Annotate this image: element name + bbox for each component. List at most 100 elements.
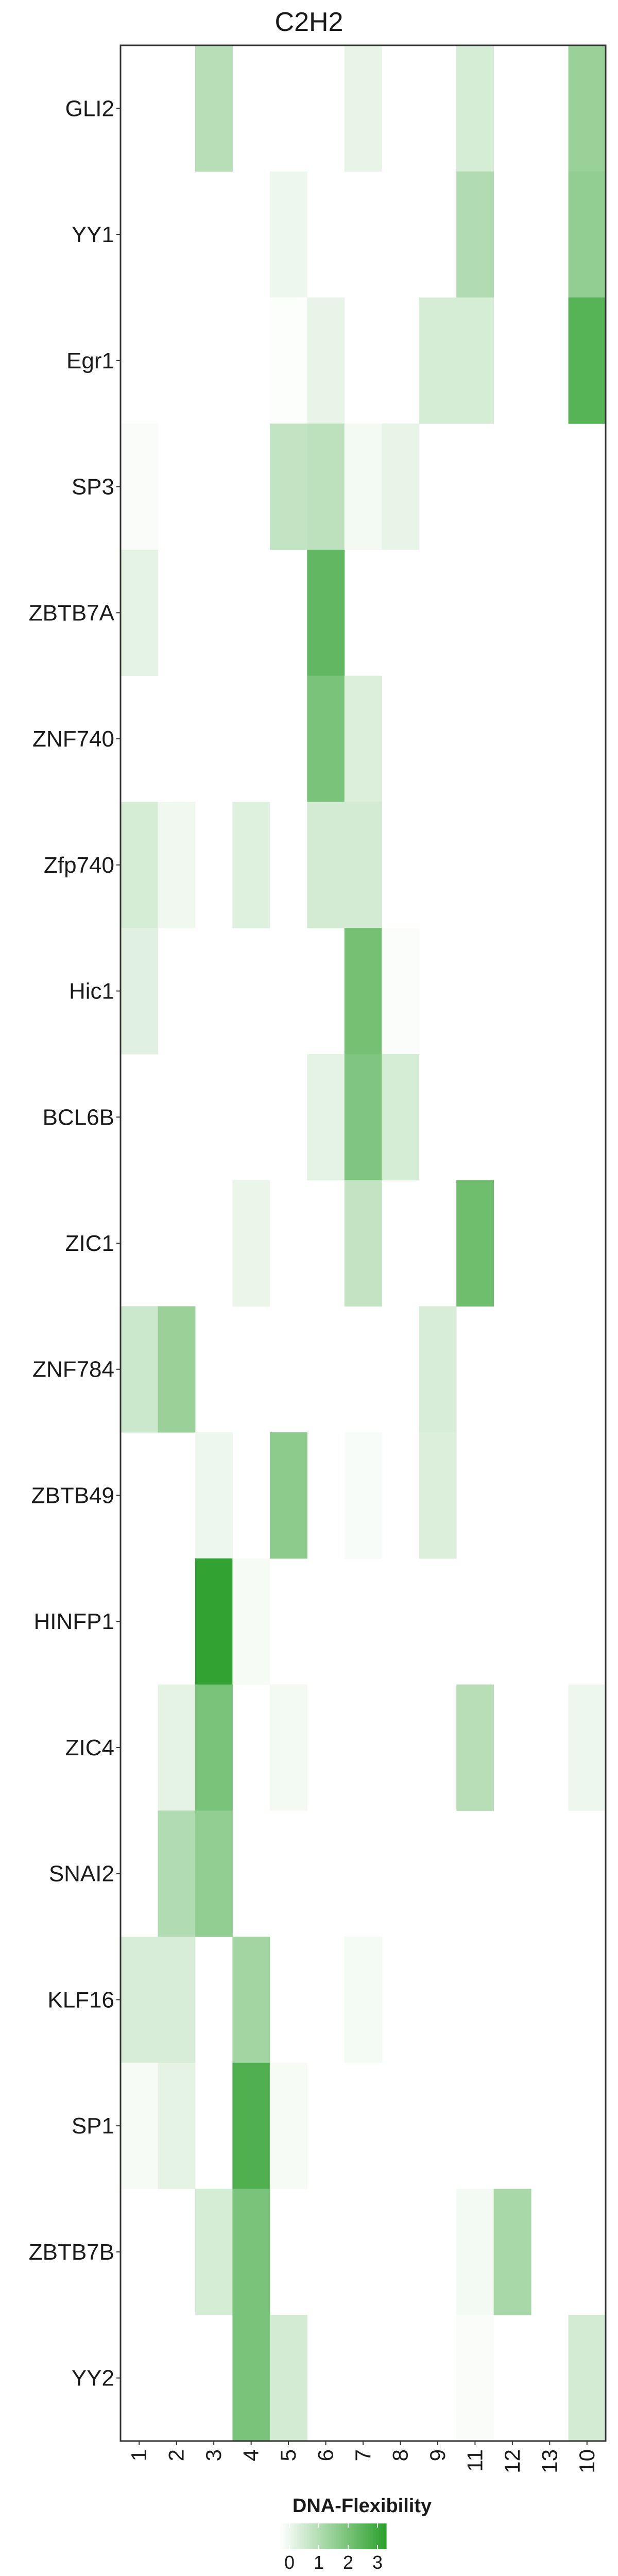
legend-swatch — [381, 2523, 384, 2549]
legend-swatch — [317, 2523, 321, 2549]
legend-swatch — [354, 2523, 358, 2549]
heatmap-cell-gli2-7 — [344, 45, 382, 172]
heatmap-cell-zic4-3 — [195, 1684, 233, 1811]
legend-swatch — [378, 2523, 382, 2549]
legend-swatch — [328, 2523, 331, 2549]
heatmap-cell-znf740-6 — [307, 675, 345, 802]
heatmap-cell-sp3-8 — [382, 423, 420, 550]
heatmap-cell-klf16-1 — [121, 1937, 158, 2063]
legend-swatch — [307, 2523, 310, 2549]
row-label: KLF16 — [47, 1987, 114, 2012]
legend-swatch — [291, 2523, 295, 2549]
heatmap-cell-klf16-2 — [158, 1937, 196, 2063]
heatmap-cell-zbtb7b-3 — [195, 2189, 233, 2315]
legend-tick-label: 0 — [284, 2552, 295, 2573]
heatmap-cell-egr1-6 — [307, 297, 345, 424]
row-label: ZIC1 — [65, 1231, 114, 1256]
row-label: YY2 — [72, 2366, 114, 2391]
legend-swatch — [365, 2523, 368, 2549]
column-label: 10 — [575, 2449, 599, 2473]
heatmap-cell-zic1-11 — [456, 1180, 494, 1307]
column-label: 11 — [462, 2449, 487, 2472]
legend-swatch — [302, 2523, 305, 2549]
legend-swatch — [347, 2523, 350, 2549]
heatmap-cell-gli2-11 — [456, 45, 494, 172]
heatmap-cell-yy2-5 — [269, 2315, 307, 2442]
column-label: 13 — [537, 2449, 561, 2473]
legend-swatch — [349, 2523, 352, 2549]
heatmap-cell-zfp740-7 — [344, 802, 382, 928]
heatmap-cell-hic1-7 — [344, 928, 382, 1055]
heatmap-cell-sp3-7 — [344, 423, 382, 550]
heatmap-cell-egr1-10 — [568, 297, 606, 424]
column-label: 3 — [201, 2449, 226, 2461]
row-label: BCL6B — [43, 1105, 114, 1130]
legend-tick-label: 3 — [372, 2552, 383, 2573]
heatmap-cell-zbtb49-7 — [344, 1432, 382, 1559]
heatmap-cell-sp1-5 — [269, 2062, 307, 2190]
legend-swatch — [294, 2523, 297, 2549]
heatmap-cell-znf784-2 — [158, 1306, 196, 1433]
heatmap-cell-znf784-9 — [419, 1306, 457, 1433]
row-label: ZBTB7A — [29, 600, 115, 625]
legend-swatch — [333, 2523, 337, 2549]
row-label: ZNF784 — [32, 1357, 114, 1382]
legend-swatch — [323, 2523, 326, 2549]
column-label: 6 — [314, 2449, 338, 2461]
legend-swatch — [310, 2523, 313, 2549]
legend-tick-label: 1 — [314, 2552, 324, 2573]
heatmap-cell-zic1-7 — [344, 1180, 382, 1307]
legend-swatch — [281, 2523, 284, 2549]
legend-swatch — [368, 2523, 371, 2549]
heatmap-cell-sp3-1 — [121, 423, 158, 550]
legend-swatch — [315, 2523, 318, 2549]
legend-swatch — [373, 2523, 376, 2549]
heatmap-cell-gli2-10 — [568, 45, 606, 172]
legend-swatch — [320, 2523, 323, 2549]
legend-swatch — [296, 2523, 300, 2549]
heatmap-cell-bcl6b-8 — [382, 1054, 420, 1181]
row-label: Hic1 — [69, 979, 114, 1004]
heatmap-cell-zic1-4 — [232, 1180, 270, 1307]
heatmap-cell-yy1-10 — [568, 171, 606, 298]
legend-swatch — [336, 2523, 339, 2549]
legend-swatch — [288, 2523, 292, 2549]
plot-border — [119, 44, 607, 2442]
heatmap-cell-sp1-1 — [121, 2062, 158, 2190]
legend-swatch — [331, 2523, 334, 2549]
heatmap-cell-klf16-4 — [232, 1937, 270, 2063]
row-label: SP3 — [72, 474, 114, 500]
heatmap-cell-zic4-2 — [158, 1684, 196, 1811]
column-label: 1 — [127, 2449, 151, 2461]
legend-swatch — [362, 2523, 366, 2549]
heatmap-cell-hic1-1 — [121, 928, 158, 1055]
legend-swatch — [325, 2523, 329, 2549]
heatmap-cell-egr1-5 — [269, 297, 307, 424]
legend-swatch — [359, 2523, 363, 2549]
legend-swatch — [383, 2523, 387, 2549]
legend-swatch — [370, 2523, 373, 2549]
column-label: 5 — [276, 2449, 300, 2461]
heatmap-cell-zbtb49-9 — [419, 1432, 457, 1559]
legend-swatch — [304, 2523, 307, 2549]
heatmap-cell-yy1-5 — [269, 171, 307, 298]
row-label: Egr1 — [66, 348, 114, 374]
row-label: ZBTB7B — [29, 2240, 114, 2265]
row-label: SNAI2 — [49, 1861, 114, 1887]
heatmap-cell-zfp740-6 — [307, 802, 345, 928]
heatmap-cell-sp1-4 — [232, 2062, 270, 2190]
heatmap-cell-snai2-2 — [158, 1810, 196, 1937]
row-label: YY1 — [72, 222, 114, 247]
heatmap-cell-zbtb7a-6 — [307, 549, 345, 676]
heatmap-cell-egr1-9 — [419, 297, 457, 424]
column-labels: 1 2 3 4 5 6 7 8 9 11 12 13 10 — [127, 2441, 599, 2473]
heatmap-cell-hinfp1-4 — [232, 1558, 270, 1685]
row-label: ZIC4 — [65, 1735, 114, 1760]
legend-swatch — [283, 2523, 286, 2549]
column-label: 2 — [164, 2449, 188, 2461]
heatmap-cell-zfp740-4 — [232, 802, 270, 928]
legend-swatch — [375, 2523, 379, 2549]
heatmap-cell-klf16-7 — [344, 1937, 382, 2063]
